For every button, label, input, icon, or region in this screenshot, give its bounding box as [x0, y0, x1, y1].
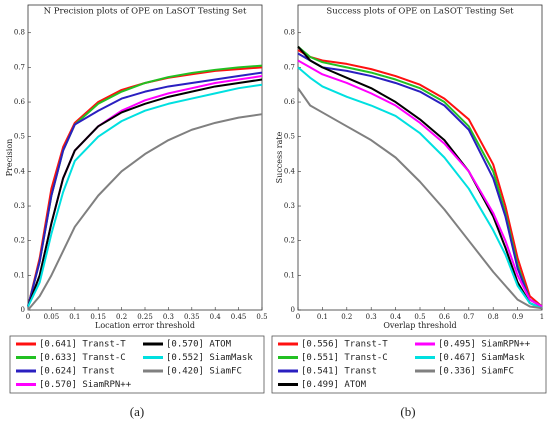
series-line [297, 87, 543, 310]
legend-label: [0.570] ATOM [166, 340, 232, 350]
y-tick-label: 0.3 [284, 202, 295, 210]
caption: (a) [130, 404, 144, 419]
legend-label: [0.570] SiamRPN++ [39, 380, 132, 390]
series-line [27, 113, 263, 311]
legend-label: [0.336] SiamFC [438, 367, 514, 377]
y-tick-label: 0.2 [284, 237, 295, 245]
legend-label: [0.541] Transt [301, 367, 377, 377]
x-tick-label: 0.45 [231, 313, 247, 321]
x-tick-label: 0.6 [439, 313, 451, 321]
x-tick-label: 0.7 [463, 313, 474, 321]
x-tick-label: 0.15 [90, 313, 106, 321]
y-tick-label: 0.7 [14, 63, 25, 71]
y-tick-label: 0.4 [14, 167, 26, 175]
x-tick-label: 0.3 [366, 313, 377, 321]
y-tick-label: 0.5 [14, 133, 25, 141]
y-tick-label: 0.6 [14, 98, 26, 106]
plot-area [27, 4, 263, 311]
y-tick-label: 0.3 [14, 202, 25, 210]
series-line [27, 71, 263, 307]
x-tick-label: 0.35 [184, 313, 200, 321]
y-tick-label: 0.5 [284, 133, 295, 141]
legend-label: [0.624] Transt [39, 367, 115, 377]
x-tick-label: 0.8 [488, 313, 499, 321]
x-tick-label: 0.5 [414, 313, 425, 321]
y-tick-label: 0.2 [14, 237, 25, 245]
legend-label: [0.551] Transt-C [301, 353, 388, 363]
series-line [297, 52, 543, 308]
series-line [297, 49, 543, 308]
legend-box [271, 335, 547, 394]
y-axis-label: Success rate [275, 131, 284, 183]
plot-area [297, 4, 543, 311]
x-tick-label: 0.2 [116, 313, 127, 321]
legend-label: [0.499] ATOM [301, 380, 367, 390]
x-tick-label: 0 [26, 313, 30, 321]
legend-label: [0.495] SiamRPN++ [438, 340, 531, 350]
legend-box [9, 335, 265, 394]
series-line [297, 66, 543, 310]
y-tick-label: 0.4 [284, 167, 296, 175]
series-line [27, 83, 263, 307]
x-tick-label: 0.4 [390, 313, 402, 321]
y-tick-label: 0.8 [284, 29, 295, 37]
x-tick-label: 1 [540, 313, 544, 321]
x-tick-label: 0.05 [44, 313, 60, 321]
legend-label: [0.467] SiamMask [438, 353, 525, 363]
x-tick-label: 0.1 [69, 313, 80, 321]
legend-label: [0.641] Transt-T [39, 340, 126, 350]
legend-label: [0.633] Transt-C [39, 353, 126, 363]
legend-label: [0.552] SiamMask [166, 353, 253, 363]
series-line [297, 45, 543, 310]
y-tick-label: 0.6 [284, 98, 296, 106]
y-tick-label: 0.7 [284, 63, 295, 71]
chart-title: Success plots of OPE on LaSOT Testing Se… [326, 7, 514, 17]
x-tick-label: 0.4 [210, 313, 222, 321]
series-line [297, 59, 543, 308]
chart-title: N Precision plots of OPE on LaSOT Testin… [44, 7, 247, 17]
y-tick-label: 0.1 [284, 271, 295, 279]
x-tick-label: 0.1 [317, 313, 328, 321]
caption: (b) [400, 404, 415, 419]
y-tick-label: 0 [291, 306, 295, 314]
y-tick-label: 0.1 [14, 271, 25, 279]
legend-label: [0.556] Transt-T [301, 340, 388, 350]
x-axis-label: Location error threshold [95, 321, 195, 330]
x-tick-label: 0.9 [512, 313, 523, 321]
series-line [27, 78, 263, 307]
x-tick-label: 0.25 [137, 313, 153, 321]
x-tick-label: 0 [296, 313, 300, 321]
x-axis-label: Overlap threshold [383, 321, 456, 330]
x-tick-label: 0.3 [163, 313, 174, 321]
x-tick-label: 0.2 [341, 313, 352, 321]
series-line [27, 66, 263, 307]
y-tick-label: 0.8 [14, 29, 25, 37]
y-axis-label: Precision [5, 139, 14, 177]
x-tick-label: 0.5 [256, 313, 267, 321]
legend-label: [0.420] SiamFC [166, 367, 242, 377]
y-tick-label: 0 [21, 306, 25, 314]
